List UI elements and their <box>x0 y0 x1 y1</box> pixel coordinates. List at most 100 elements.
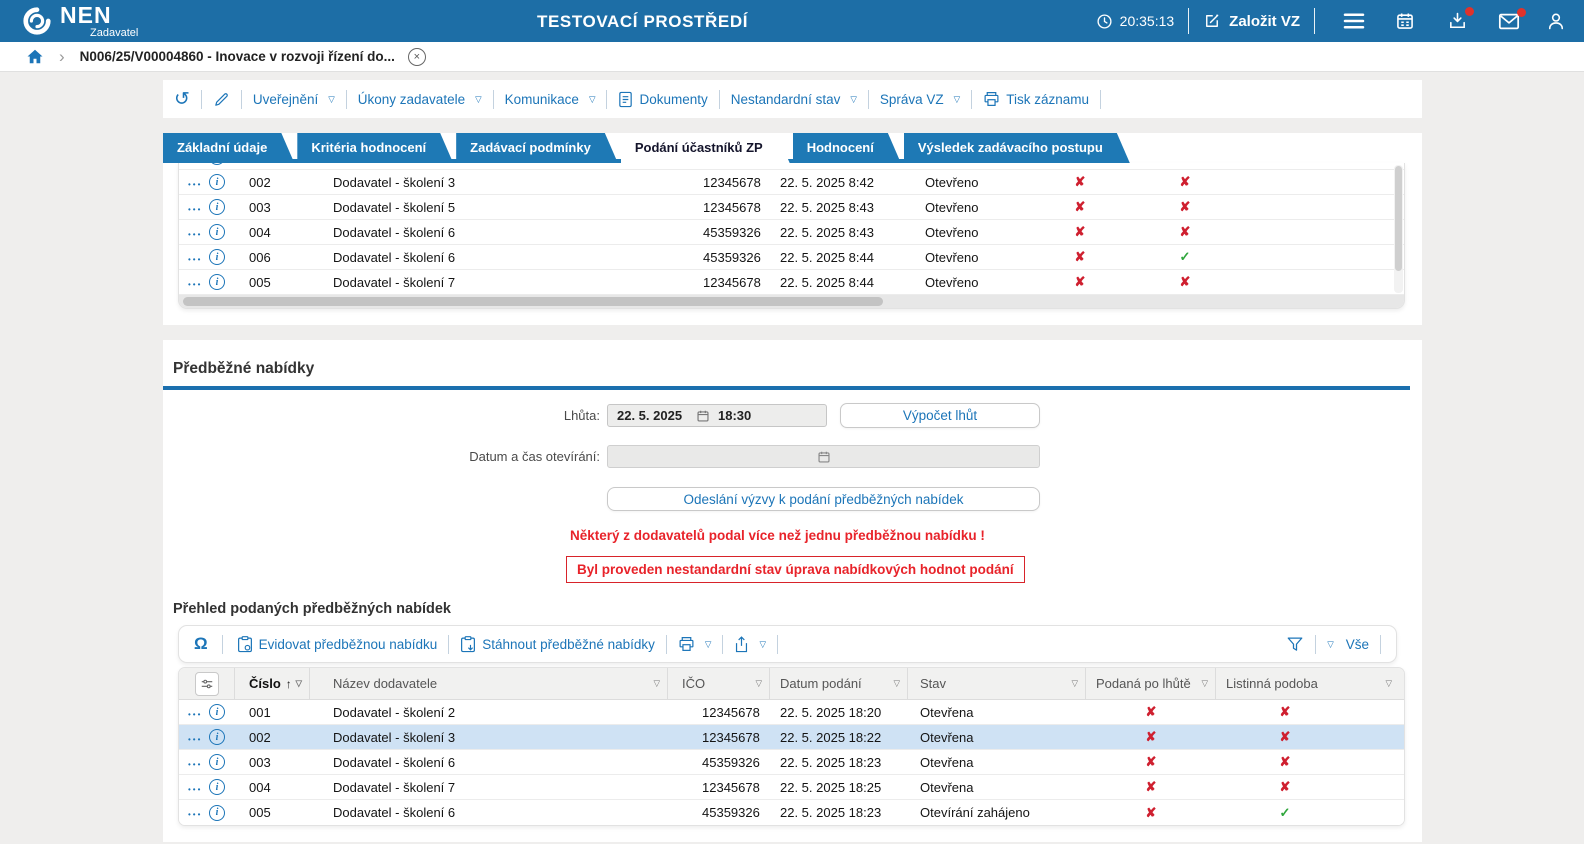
edit-button[interactable] <box>213 91 230 108</box>
late-mark: ✘ <box>1145 779 1157 794</box>
filter-icon[interactable] <box>1385 678 1392 689</box>
watchdog-icon[interactable]: Ω <box>194 634 208 653</box>
print-menu-button[interactable] <box>678 636 712 652</box>
menu-komunikace[interactable]: Komunikace <box>505 92 596 107</box>
info-icon[interactable] <box>209 274 225 290</box>
info-icon[interactable] <box>209 779 225 795</box>
deadline-date-value[interactable]: 22. 5. 2025 <box>617 408 683 423</box>
breadcrumb-item[interactable]: N006/25/V00004860 - Inovace v rozvoji ří… <box>79 49 395 64</box>
tab[interactable]: Výsledek zadávacího postupu <box>904 133 1130 163</box>
paper-mark: ✘ <box>1279 729 1291 744</box>
row-menu-icon[interactable] <box>188 180 202 189</box>
download-offers-button[interactable]: Stáhnout předběžné nabídky <box>460 635 655 653</box>
send-call-button[interactable]: Odeslání výzvy k podání předběžných nabí… <box>607 487 1040 511</box>
chevron-down-icon <box>954 94 961 105</box>
row-menu-icon[interactable] <box>188 163 202 164</box>
header-ico[interactable]: IČO <box>668 668 770 699</box>
menu-dokumenty[interactable]: Dokumenty <box>618 91 708 108</box>
tab[interactable]: Zadávací podmínky <box>456 133 618 163</box>
row-menu-icon[interactable] <box>188 785 202 794</box>
header-stav[interactable]: Stav <box>908 668 1086 699</box>
horizontal-scrollbar[interactable] <box>179 295 1404 308</box>
tab[interactable]: Kritéria hodnocení <box>297 133 453 163</box>
register-offer-button[interactable]: Evidovat předběžnou nabídku <box>237 635 437 653</box>
row-menu-icon[interactable] <box>188 810 202 819</box>
header-cislo[interactable]: Číslo ↑ <box>235 668 310 699</box>
table-row-clipped[interactable]: 001 Dodavatel - školení 2 12345678 <box>179 163 1404 170</box>
menu-nestandardni-stav[interactable]: Nestandardní stav <box>731 92 857 107</box>
scrollbar-thumb[interactable] <box>183 297 883 306</box>
info-icon[interactable] <box>209 224 225 240</box>
submissions-table: 001 Dodavatel - školení 2 12345678 002 D… <box>178 163 1405 309</box>
deadline-time-value[interactable]: 18:30 <box>718 408 752 423</box>
row-menu-icon[interactable] <box>188 760 202 769</box>
row-menu-icon[interactable] <box>188 230 202 239</box>
info-icon[interactable] <box>209 704 225 720</box>
filter-icon[interactable] <box>295 678 302 689</box>
print-record-button[interactable]: Tisk záznamu <box>983 91 1089 107</box>
row-menu-icon[interactable] <box>188 205 202 214</box>
filter-scope-dropdown[interactable]: Vše <box>1327 637 1369 652</box>
filter-icon[interactable] <box>653 678 660 689</box>
cell-date: 22. 5. 2025 8:44 <box>780 274 874 290</box>
nen-logo[interactable]: NEN Zadavatel <box>22 3 138 39</box>
table-row[interactable]: 003 Dodavatel - školení 5 12345678 22. 5… <box>179 195 1404 220</box>
user-profile-button[interactable] <box>1546 11 1566 31</box>
filter-icon[interactable] <box>755 678 762 689</box>
tab[interactable]: Podání účastníků ZP <box>621 133 790 163</box>
info-icon[interactable] <box>209 199 225 215</box>
deadline-input[interactable]: 22. 5. 2025 18:30 <box>607 404 827 427</box>
main-menu-button[interactable] <box>1343 12 1365 30</box>
table-row[interactable]: 004 Dodavatel - školení 7 12345678 22. 5… <box>179 775 1404 800</box>
export-menu-button[interactable] <box>734 635 766 653</box>
scrollbar-thumb[interactable] <box>1395 166 1402 271</box>
menu-uverejneni[interactable]: Uveřejnění <box>253 92 335 107</box>
row-menu-icon[interactable] <box>188 735 202 744</box>
create-vz-button[interactable]: Založit VZ <box>1203 12 1300 30</box>
tab[interactable]: Základní údaje <box>163 133 294 163</box>
header-podana-po-lhute[interactable]: Podaná po lhůtě <box>1086 668 1216 699</box>
menu-ukony-zadavatele[interactable]: Úkony zadavatele <box>358 92 482 107</box>
row-menu-icon[interactable] <box>188 280 202 289</box>
divider <box>1099 89 1101 109</box>
table-row[interactable]: 004 Dodavatel - školení 6 45359326 22. 5… <box>179 220 1404 245</box>
record-toolbar: ↺ Uveřejnění Úkony zadavatele Komunikace… <box>163 80 1422 118</box>
filter-icon[interactable] <box>1201 678 1208 689</box>
cell-number: 005 <box>249 274 271 290</box>
table-row[interactable]: 005 Dodavatel - školení 7 12345678 22. 5… <box>179 270 1404 295</box>
cell-ico: 12345678 <box>702 729 760 745</box>
calendar-button[interactable] <box>1395 11 1415 31</box>
close-record-icon[interactable] <box>407 47 426 66</box>
table-row[interactable]: 003 Dodavatel - školení 6 45359326 22. 5… <box>179 750 1404 775</box>
divider <box>492 89 494 109</box>
header-listinna-podoba[interactable]: Listinná podoba <box>1216 668 1404 699</box>
info-icon[interactable] <box>209 754 225 770</box>
tab[interactable]: Hodnocení <box>793 133 901 163</box>
column-settings-icon[interactable] <box>194 671 219 696</box>
filter-icon[interactable] <box>1071 678 1078 689</box>
calc-deadlines-button[interactable]: Výpočet lhůt <box>840 403 1040 428</box>
row-menu-icon[interactable] <box>188 710 202 719</box>
info-icon[interactable] <box>209 249 225 265</box>
header-datum-podani[interactable]: Datum podání <box>770 668 908 699</box>
table-row[interactable]: 002 Dodavatel - školení 3 12345678 22. 5… <box>179 170 1404 195</box>
messages-button[interactable] <box>1498 7 1526 31</box>
table-row[interactable]: 002 Dodavatel - školení 3 12345678 22. 5… <box>179 725 1404 750</box>
row-menu-icon[interactable] <box>188 255 202 264</box>
info-icon[interactable] <box>209 163 225 165</box>
header-nazev[interactable]: Název dodavatele <box>310 668 668 699</box>
info-icon[interactable] <box>209 804 225 821</box>
info-icon[interactable] <box>209 729 225 745</box>
calendar-small-icon[interactable] <box>696 409 710 423</box>
table-row[interactable]: 001 Dodavatel - školení 2 12345678 22. 5… <box>179 700 1404 725</box>
filter-funnel-icon[interactable] <box>1286 636 1304 653</box>
refresh-button[interactable]: ↺ <box>174 90 190 109</box>
table-row[interactable]: 006 Dodavatel - školení 6 45359326 22. 5… <box>179 245 1404 270</box>
info-icon[interactable] <box>209 174 225 190</box>
vertical-scrollbar[interactable] <box>1394 165 1403 293</box>
home-icon[interactable] <box>26 48 44 65</box>
inbox-button[interactable] <box>1447 7 1474 31</box>
menu-sprava-vz[interactable]: Správa VZ <box>880 92 960 107</box>
table-row[interactable]: 005 Dodavatel - školení 6 45359326 22. 5… <box>179 800 1404 825</box>
filter-icon[interactable] <box>893 678 900 689</box>
